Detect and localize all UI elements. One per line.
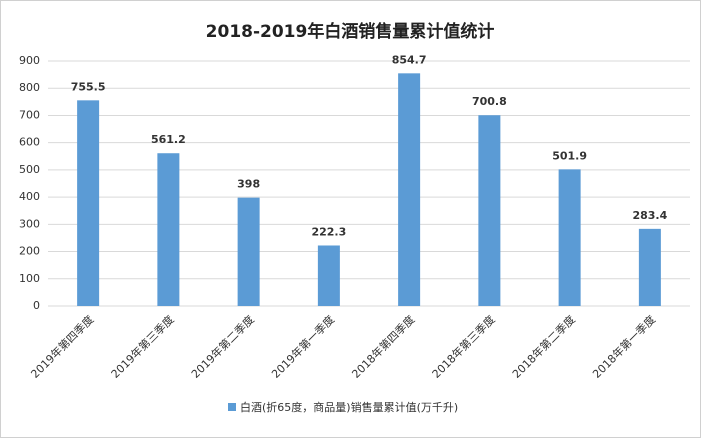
data-label: 283.4 xyxy=(632,209,667,222)
bar xyxy=(237,197,260,306)
bar xyxy=(398,73,421,306)
data-label: 501.9 xyxy=(552,149,587,162)
y-tick-label: 300 xyxy=(19,217,40,230)
y-tick-label: 500 xyxy=(19,163,40,176)
bar xyxy=(317,245,340,306)
chart-title: 2018-2019年白酒销售量累计值统计 xyxy=(206,21,495,42)
data-label: 700.8 xyxy=(472,95,507,108)
bar xyxy=(478,115,501,306)
bar xyxy=(638,228,661,306)
legend-label: 白酒(折65度，商品量)销售量累计值(万千升) xyxy=(240,400,458,414)
bar xyxy=(77,100,100,306)
legend-swatch xyxy=(228,403,236,411)
bar xyxy=(157,153,180,306)
y-tick-label: 400 xyxy=(19,190,40,203)
bar xyxy=(558,169,581,306)
y-tick-label: 0 xyxy=(33,299,40,312)
data-label: 755.5 xyxy=(71,80,106,93)
y-tick-label: 700 xyxy=(19,108,40,121)
y-tick-label: 900 xyxy=(19,54,40,67)
y-tick-label: 800 xyxy=(19,81,40,94)
y-tick-label: 600 xyxy=(19,136,40,149)
data-label: 398 xyxy=(237,178,260,191)
y-tick-label: 200 xyxy=(19,245,40,258)
y-tick-label: 100 xyxy=(19,272,40,285)
data-label: 854.7 xyxy=(392,53,427,66)
data-label: 222.3 xyxy=(311,225,346,238)
data-label: 561.2 xyxy=(151,133,186,146)
